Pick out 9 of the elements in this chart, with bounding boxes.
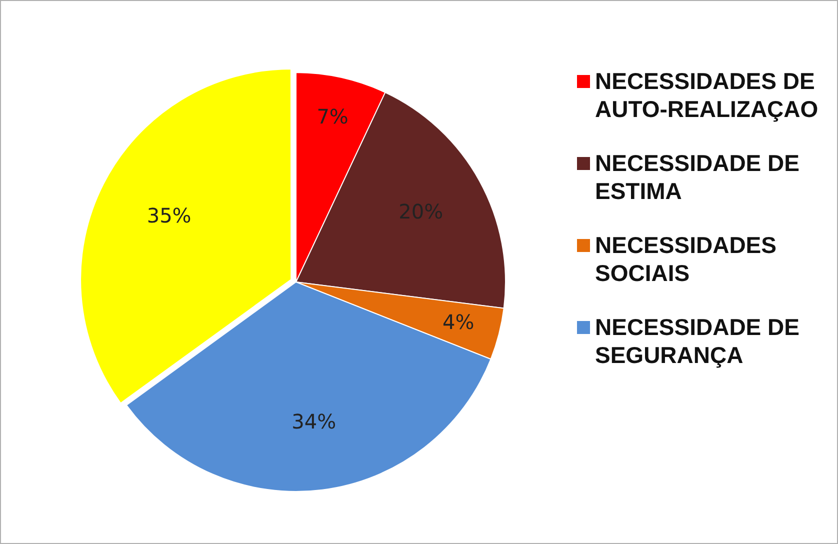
legend-label: NECESSIDADES DE AUTO-REALIZAÇAO <box>595 67 820 123</box>
legend-label: NECESSIDADE DE SEGURANÇA <box>595 313 800 369</box>
legend-label: NECESSIDADE DE ESTIMA <box>595 149 800 205</box>
legend-label: NECESSIDADES SOCIAIS <box>595 231 778 287</box>
data-label: 35% <box>146 204 192 228</box>
data-label: 4% <box>442 310 474 334</box>
data-label: 20% <box>398 200 444 224</box>
data-label: 34% <box>292 410 336 434</box>
data-label: 7% <box>316 104 348 129</box>
